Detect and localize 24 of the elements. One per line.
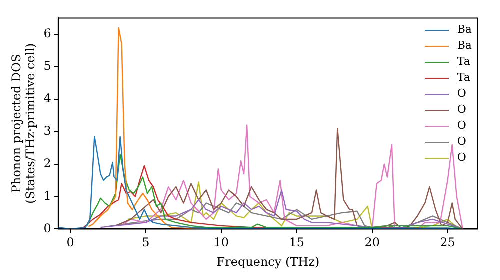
y-tick-label: 0 — [44, 221, 52, 236]
legend-label: O — [457, 118, 466, 134]
x-tick-label: 15 — [289, 236, 305, 250]
y-tick-label: 2 — [44, 156, 52, 170]
legend-label: Ba — [457, 22, 472, 38]
y-tick-label: 4 — [44, 91, 52, 106]
y-tick-label: 1 — [44, 188, 52, 203]
legend-label: Ba — [457, 38, 472, 54]
y-axis-title: Phonon projected DOS (States/THz·primitive cell) — [9, 43, 38, 204]
legend-label: O — [457, 134, 466, 150]
legend-label: Ta — [457, 54, 470, 70]
legend-label: O — [457, 102, 466, 118]
y-tick-label: 3 — [44, 124, 52, 138]
x-tick-label: 0 — [66, 236, 74, 250]
x-tick-label: 10 — [214, 236, 230, 250]
legend-label: Ta — [457, 70, 470, 86]
x-tick-label: 5 — [142, 236, 150, 250]
x-axis-title: Frequency (THz) — [216, 254, 320, 269]
y-tick-label: 5 — [44, 59, 52, 74]
y-tick-label: 6 — [44, 26, 52, 41]
x-tick-label: 25 — [440, 236, 456, 250]
legend-label: O — [457, 86, 466, 102]
legend-label: O — [457, 150, 466, 166]
x-tick-label: 20 — [364, 236, 380, 250]
